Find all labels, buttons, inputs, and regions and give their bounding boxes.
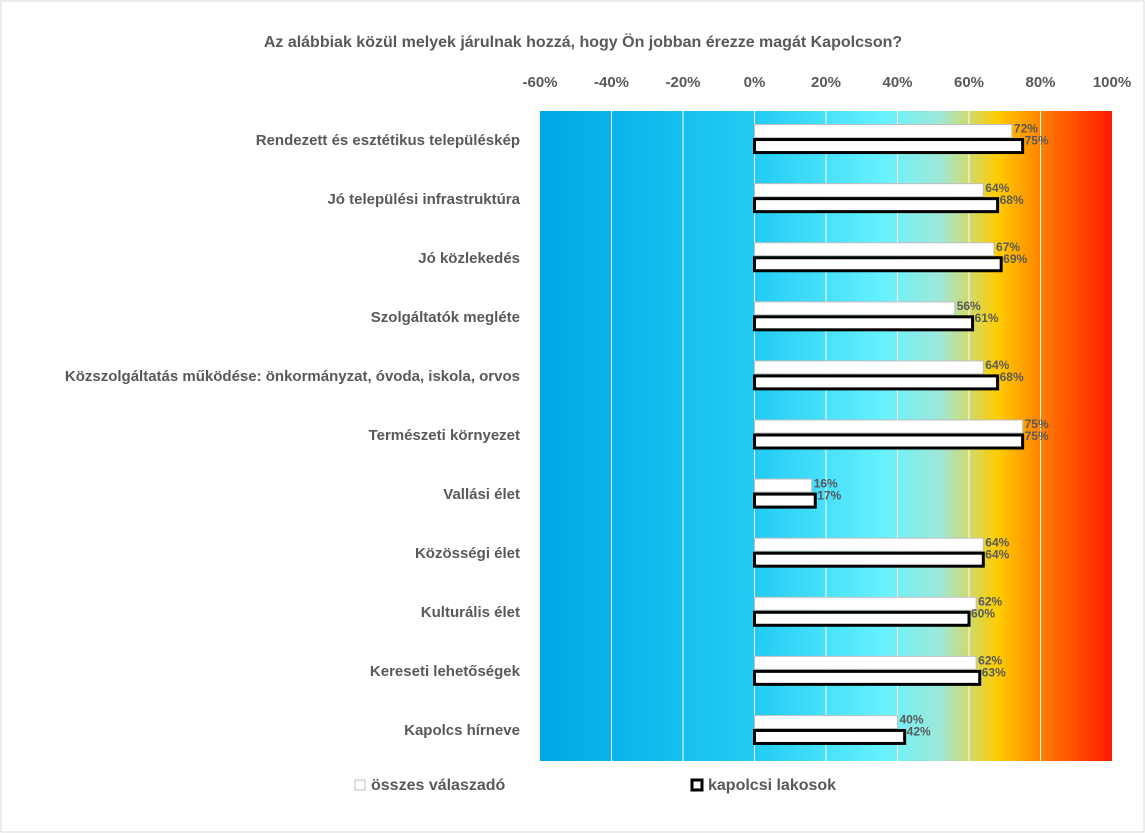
- data-label: 75%: [1025, 417, 1049, 431]
- bar: [753, 669, 982, 686]
- data-label: 68%: [1000, 370, 1024, 384]
- x-tick-label: -60%: [522, 74, 557, 91]
- bar: [754, 537, 984, 552]
- data-label: 75%: [1025, 429, 1049, 443]
- data-label: 64%: [985, 535, 1009, 549]
- data-label: 67%: [996, 240, 1020, 254]
- data-label: 60%: [971, 606, 995, 620]
- bar: [753, 728, 907, 745]
- x-tick-label: 0%: [744, 74, 766, 91]
- data-label: 64%: [985, 181, 1009, 195]
- bar: [754, 360, 984, 375]
- bar: [753, 551, 985, 568]
- bar: [754, 596, 977, 611]
- category-label: Kereseti lehetőségek: [369, 663, 520, 681]
- bar: [753, 256, 1003, 273]
- data-label: 64%: [985, 547, 1009, 561]
- category-label: Kulturális élet: [420, 604, 520, 622]
- data-label: 42%: [907, 725, 931, 739]
- legend-label: összes válaszadó: [371, 777, 506, 794]
- x-tick-label: 100%: [1093, 74, 1131, 91]
- data-label: 72%: [1014, 122, 1038, 136]
- category-label: Kapolcs hírneve: [404, 722, 520, 740]
- category-label: Közösségi élet: [414, 545, 520, 563]
- legend-swatch: [690, 778, 704, 792]
- bar: [754, 655, 977, 670]
- category-label: Természeti környezet: [368, 427, 520, 444]
- x-tick-label: 60%: [954, 74, 984, 91]
- data-label: 63%: [982, 666, 1006, 680]
- bar: [753, 433, 1025, 450]
- data-label: 62%: [978, 654, 1002, 668]
- bar: [753, 138, 1025, 155]
- legend-label: kapolcsi lakosok: [708, 777, 836, 794]
- bar: [754, 419, 1024, 434]
- data-label: 56%: [957, 299, 981, 313]
- x-tick-label: -20%: [665, 74, 700, 91]
- category-label: Vallási élet: [443, 486, 520, 504]
- x-tick-label: 20%: [811, 74, 841, 91]
- bar: [753, 197, 1000, 214]
- x-tick-label: 80%: [1025, 74, 1055, 91]
- data-label: 16%: [814, 476, 838, 490]
- bar: [753, 492, 817, 509]
- data-label: 61%: [975, 311, 999, 325]
- bar: [754, 478, 813, 493]
- bar: [753, 315, 975, 332]
- bar: [753, 374, 1000, 391]
- category-label: Közszolgáltatás működése: önkormányzat, …: [64, 367, 520, 385]
- category-label: Jó közlekedés: [418, 249, 520, 267]
- legend-swatch: [354, 779, 366, 791]
- data-label: 17%: [817, 488, 841, 502]
- category-label: Jó települési infrastruktúra: [327, 190, 520, 208]
- bar: [754, 714, 898, 729]
- data-label: 75%: [1025, 134, 1049, 148]
- bar: [753, 610, 971, 627]
- bar: [754, 183, 984, 198]
- data-label: 68%: [1000, 193, 1024, 207]
- category-label: Szolgáltatók megléte: [370, 308, 520, 326]
- bar: [754, 242, 995, 257]
- chart-title: Az alábbiak közül melyek járulnak hozzá,…: [264, 32, 902, 51]
- data-label: 62%: [978, 594, 1002, 608]
- category-label: Rendezett és esztétikus településkép: [255, 131, 520, 149]
- data-label: 64%: [985, 358, 1009, 372]
- bar: [754, 124, 1013, 139]
- x-tick-label: 40%: [882, 74, 912, 91]
- x-tick-label: -40%: [594, 74, 629, 91]
- data-label: 40%: [900, 713, 924, 727]
- bar: [754, 301, 956, 316]
- data-label: 69%: [1003, 252, 1027, 266]
